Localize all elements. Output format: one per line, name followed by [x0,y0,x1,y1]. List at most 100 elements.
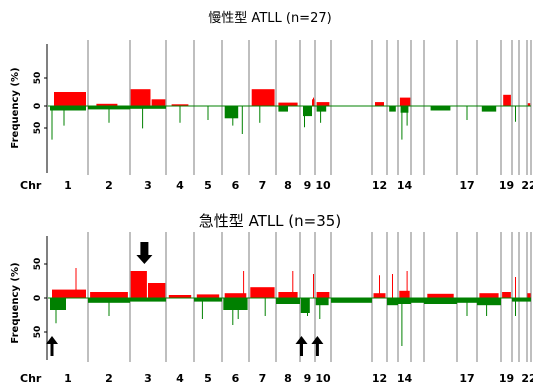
chr-label: 9 [304,179,312,192]
gain-bar [375,102,384,106]
y-axis-label: Frequency (%) [10,67,21,148]
chr-label: 4 [176,372,184,385]
chr-label: 6 [232,179,240,192]
gain-bar [479,293,499,298]
y-tick-label: 50 [33,258,43,271]
chr-axis-label: Chr [20,179,42,192]
gain-bar [224,293,247,298]
chr-label: 1 [64,372,72,385]
chr-label: 3 [144,179,152,192]
chr-label: 5 [204,372,212,385]
gain-bar [278,292,298,298]
loss-bar [50,298,66,310]
panel-title: 急性型 ATLL (n=35) [199,212,341,230]
loss-bar [331,298,372,303]
loss-bar [424,298,457,304]
loss-bar [194,298,222,302]
gain-bar [52,289,86,298]
chr-label: 17 [459,372,474,385]
loss-bar [430,106,451,111]
arrow-up-icon [46,336,58,356]
loss-bar [130,106,166,109]
chr-label: 22 [521,372,533,385]
gain-bar [151,99,166,106]
gain-bar [251,89,275,106]
y-tick-label: 0 [33,295,43,301]
chr-label: 19 [499,179,514,192]
gain-bar [399,97,411,106]
gain-bar [427,293,454,298]
chr-label: 12 [372,179,387,192]
arrow-down-icon [136,242,153,264]
loss-bar [316,106,327,112]
y-tick-label: 50 [33,72,43,85]
chr-label: 10 [315,179,331,192]
loss-bar [50,106,86,111]
gain-bar [278,102,298,106]
gain-bar [399,290,410,298]
gain-bar [171,104,189,106]
chr-label: 17 [459,179,474,192]
gain-bar [196,294,220,298]
arrow-up-icon [311,336,324,356]
loss-bar [276,298,300,304]
loss-bar [130,298,166,302]
chr-label: 10 [315,372,331,385]
chr-label: 12 [372,372,387,385]
gain-bar [316,292,330,298]
gain-bar [168,295,192,298]
chr-label: 22 [521,179,533,192]
panel-title: 慢性型 ATLL (n=27) [208,10,331,26]
loss-bar [527,298,531,302]
gain-bar [250,287,275,298]
gain-bar [527,103,531,106]
loss-bar [519,298,527,302]
loss-bar [315,298,329,306]
loss-bar [389,106,396,112]
chr-label: 8 [284,179,292,192]
loss-bar [300,298,310,313]
chr-label: 19 [499,372,514,385]
gain-bar [90,292,128,298]
chr-label: 1 [64,179,72,192]
y-tick-label: 0 [33,103,43,109]
loss-bar [411,298,424,303]
gain-bar [148,283,166,298]
gain-bar [527,293,531,298]
gain-bar [54,92,86,106]
loss-bar [400,106,409,113]
gain-bar [502,292,511,298]
gain-bar [96,103,118,106]
y-tick-label: 50 [33,122,43,135]
loss-bar [224,106,239,119]
loss-bar [303,106,312,117]
chr-axis-label: Chr [20,372,42,385]
loss-bar [398,298,411,304]
gain-bar [316,102,330,106]
y-axis-label: Frequency (%) [10,262,21,343]
gain-bar [130,89,151,106]
loss-bar [387,298,398,306]
chr-label: 4 [176,179,184,192]
chr-label: 14 [397,179,413,192]
chr-label: 2 [105,372,113,385]
gain-bar [503,94,511,106]
loss-bar [223,298,248,310]
gain-bar [130,271,147,298]
arrow-up-icon [295,336,308,356]
y-tick-label: 50 [33,326,43,339]
chr-label: 6 [232,372,240,385]
chr-label: 7 [259,179,267,192]
chr-label: 3 [144,372,152,385]
loss-bar [278,106,288,112]
chr-label: 5 [204,179,212,192]
chr-label: 7 [259,372,267,385]
loss-bar [477,298,501,306]
chr-label: 9 [304,372,312,385]
chr-label: 14 [397,372,413,385]
loss-bar [481,106,497,112]
chr-label: 2 [105,179,113,192]
